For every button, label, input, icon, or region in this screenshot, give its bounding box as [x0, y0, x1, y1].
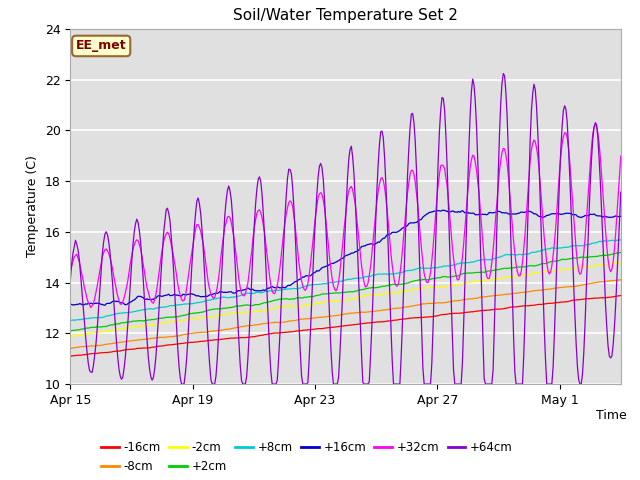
Title: Soil/Water Temperature Set 2: Soil/Water Temperature Set 2: [233, 9, 458, 24]
+2cm: [617, 250, 625, 255]
+64cm: [387, 324, 395, 330]
-16cm: [109, 349, 116, 355]
+8cm: [617, 237, 625, 243]
+32cm: [572, 246, 580, 252]
+16cm: [617, 214, 625, 219]
+16cm: [493, 209, 500, 215]
-8cm: [571, 284, 579, 289]
+2cm: [571, 255, 579, 261]
+64cm: [178, 381, 186, 387]
+2cm: [502, 265, 509, 271]
+32cm: [87, 305, 95, 311]
-8cm: [67, 346, 74, 351]
+16cm: [101, 302, 109, 308]
+2cm: [386, 282, 394, 288]
-16cm: [617, 293, 625, 299]
-2cm: [502, 275, 509, 280]
+8cm: [490, 256, 498, 262]
+64cm: [492, 272, 499, 278]
+64cm: [450, 366, 458, 372]
-16cm: [490, 307, 498, 312]
-8cm: [109, 340, 116, 346]
-2cm: [571, 265, 579, 271]
+64cm: [109, 280, 116, 286]
+2cm: [490, 267, 498, 273]
+64cm: [617, 189, 625, 195]
+32cm: [492, 215, 499, 220]
Line: +2cm: +2cm: [70, 252, 621, 331]
+2cm: [67, 328, 74, 334]
Y-axis label: Temperature (C): Temperature (C): [26, 156, 39, 257]
Text: Time: Time: [596, 409, 627, 422]
+32cm: [67, 268, 74, 274]
-2cm: [109, 327, 116, 333]
-16cm: [449, 311, 456, 316]
+64cm: [67, 276, 74, 282]
Text: EE_met: EE_met: [76, 39, 127, 52]
+32cm: [387, 251, 395, 257]
-2cm: [449, 283, 456, 288]
-8cm: [490, 293, 498, 299]
Line: +16cm: +16cm: [70, 210, 621, 305]
-16cm: [502, 305, 509, 311]
+8cm: [449, 263, 456, 268]
-16cm: [386, 318, 394, 324]
-2cm: [67, 333, 74, 339]
-16cm: [571, 297, 579, 303]
+16cm: [110, 298, 118, 304]
+64cm: [573, 363, 581, 369]
+32cm: [591, 122, 599, 128]
Line: -16cm: -16cm: [70, 296, 621, 356]
+8cm: [386, 271, 394, 277]
-8cm: [386, 306, 394, 312]
Line: +32cm: +32cm: [70, 125, 621, 308]
-2cm: [617, 259, 625, 265]
Line: -8cm: -8cm: [70, 280, 621, 348]
-8cm: [617, 277, 625, 283]
+32cm: [503, 161, 511, 167]
+2cm: [109, 322, 116, 328]
-2cm: [386, 290, 394, 296]
+16cm: [440, 207, 447, 213]
-8cm: [449, 299, 456, 304]
Line: +8cm: +8cm: [70, 240, 621, 321]
+8cm: [67, 318, 74, 324]
Line: -2cm: -2cm: [70, 262, 621, 336]
+32cm: [110, 274, 118, 279]
Legend: -16cm, -8cm, -2cm, +2cm, +8cm, +16cm, +32cm, +64cm: -16cm, -8cm, -2cm, +2cm, +8cm, +16cm, +3…: [97, 436, 518, 478]
+16cm: [451, 209, 459, 215]
+16cm: [573, 214, 581, 219]
+32cm: [617, 153, 625, 159]
+8cm: [571, 243, 579, 249]
+16cm: [504, 211, 512, 217]
+8cm: [502, 252, 509, 258]
Line: +64cm: +64cm: [70, 73, 621, 384]
-16cm: [67, 353, 74, 359]
+64cm: [504, 151, 512, 157]
+32cm: [450, 255, 458, 261]
-2cm: [490, 276, 498, 282]
+16cm: [387, 231, 395, 237]
+8cm: [109, 312, 116, 318]
+2cm: [449, 274, 456, 279]
-8cm: [502, 291, 509, 297]
+16cm: [67, 302, 74, 308]
+64cm: [499, 71, 507, 76]
